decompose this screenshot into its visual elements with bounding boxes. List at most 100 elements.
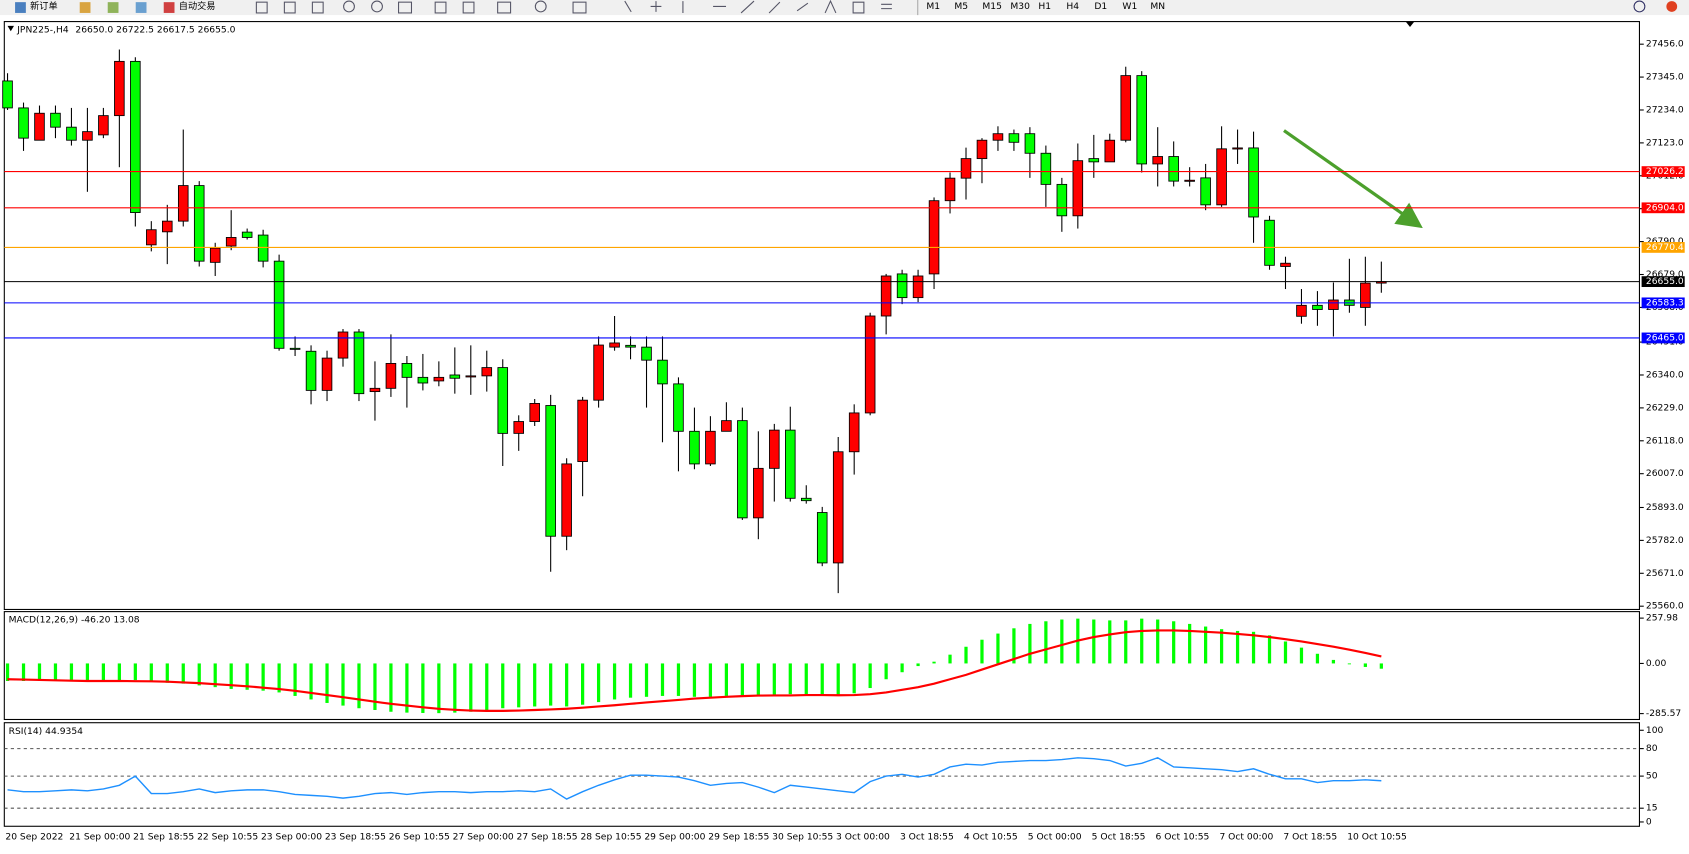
icon[interactable] [79,2,91,13]
trend-arrow [1283,129,1423,229]
candle-body [944,177,956,202]
y-tick-label: 26229.0 [1646,402,1684,413]
candle-body [1216,148,1227,206]
icon[interactable] [1633,0,1646,13]
y-tick-label: 26007.0 [1646,468,1684,479]
candle-body [1024,133,1036,154]
candle-body [737,420,748,519]
timeframe-button[interactable]: M5 [954,1,968,12]
x-tick-label: 27 Sep 18:55 [517,832,578,843]
timeframe-button[interactable]: M15 [982,1,1002,12]
candle-body [146,229,157,246]
x-tick-label: 27 Sep 00:00 [453,832,514,843]
icon[interactable] [135,2,147,13]
ohlc-values: 26650.0 26722.5 26617.5 26655.0 [75,25,235,36]
x-tick-label: 23 Sep 18:55 [325,832,386,843]
symbol-marker [7,25,15,32]
candle-body [1248,147,1259,218]
icon[interactable] [434,1,447,14]
candle-body [50,112,61,128]
candle-body [960,158,972,179]
y-tick-label: 27456.0 [1646,39,1684,50]
icon[interactable] [534,0,547,13]
y-tick-label: 27345.0 [1646,72,1684,83]
candle-body [832,451,844,564]
level-label: 27026.2 [1646,166,1684,177]
y-tick-label: 27123.0 [1646,137,1684,148]
level-badge [1641,166,1685,177]
candle-body [577,399,588,462]
icon[interactable] [107,2,119,13]
icon[interactable] [497,1,512,14]
icon[interactable] [255,1,268,14]
level-label: 26583.3 [1646,297,1684,308]
icon[interactable] [371,0,383,13]
y-tick-label: 80 [1646,743,1658,754]
y-tick-label: 50 [1646,771,1658,782]
level-badge [1641,332,1685,344]
candle-body [657,359,668,385]
y-tick-label: 26118.0 [1646,435,1684,446]
level-label: 26465.0 [1646,332,1684,343]
candle-body [673,383,684,432]
icon[interactable] [343,0,355,13]
candle-body [1328,299,1339,310]
x-tick-label: 10 Oct 10:55 [1347,832,1407,843]
tool-icons[interactable] [624,0,892,14]
panel-title: MACD(12,26,9) -46.20 13.08 [9,615,140,626]
candle-body [1136,75,1148,165]
icon[interactable] [572,1,587,14]
candle-body [529,403,540,422]
timeframe-button[interactable]: W1 [1122,1,1137,12]
candle-body [353,331,365,395]
candle-body [1040,152,1052,185]
candle-body [1056,183,1068,217]
candle-body [2,80,13,109]
panel-title: JPN225-,H4 [16,25,69,36]
x-tick-label: 29 Sep 00:00 [644,832,705,843]
candle-body [177,185,189,222]
candle-body [753,467,764,519]
y-tick-label: 25671.0 [1646,568,1684,579]
candle-body [641,346,652,361]
timeframe-button[interactable]: D1 [1094,1,1107,12]
candle-body [417,376,429,384]
timeframe-button[interactable]: M30 [1010,1,1030,12]
y-tick-label: 100 [1646,725,1664,736]
icon[interactable] [311,1,324,14]
candle-body [433,376,445,382]
icon[interactable] [283,1,296,14]
new-order[interactable]: 新订单 [30,0,57,12]
candle-body [1184,179,1195,182]
icon[interactable] [15,2,26,13]
candle-body [705,430,716,465]
candle-body [481,367,493,377]
icon[interactable] [398,1,413,14]
timeframe-button[interactable]: H1 [1038,1,1051,12]
icon[interactable] [163,2,175,13]
y-tick-label: 26790.0 [1646,236,1684,247]
x-tick-label: 7 Oct 18:55 [1283,832,1337,843]
timeframe-button[interactable]: MN [1150,1,1165,12]
timeframe-button[interactable]: H4 [1066,1,1079,12]
timeframe-button[interactable]: M1 [926,1,940,12]
level-badge [1641,242,1685,253]
y-tick-label: 27234.0 [1646,104,1684,115]
candle-body [992,133,1004,141]
y-tick-label: 15 [1646,803,1658,814]
candle-body [1072,160,1084,217]
y-tick-label: 0.00 [1646,658,1667,669]
icon[interactable] [462,1,475,14]
y-tick-label: 26679.0 [1646,269,1684,280]
candle-body [609,342,620,348]
candle-body [321,357,333,391]
candle-body [785,429,796,499]
candle-body [625,344,636,348]
level-label: 26655.0 [1646,276,1684,287]
x-tick-label: 5 Oct 00:00 [1028,832,1082,843]
auto-trading[interactable]: 自动交易 [179,0,216,12]
icon[interactable] [1666,1,1678,12]
level-label: 26770.4 [1646,242,1684,253]
y-tick-label: 25782.0 [1646,535,1684,546]
